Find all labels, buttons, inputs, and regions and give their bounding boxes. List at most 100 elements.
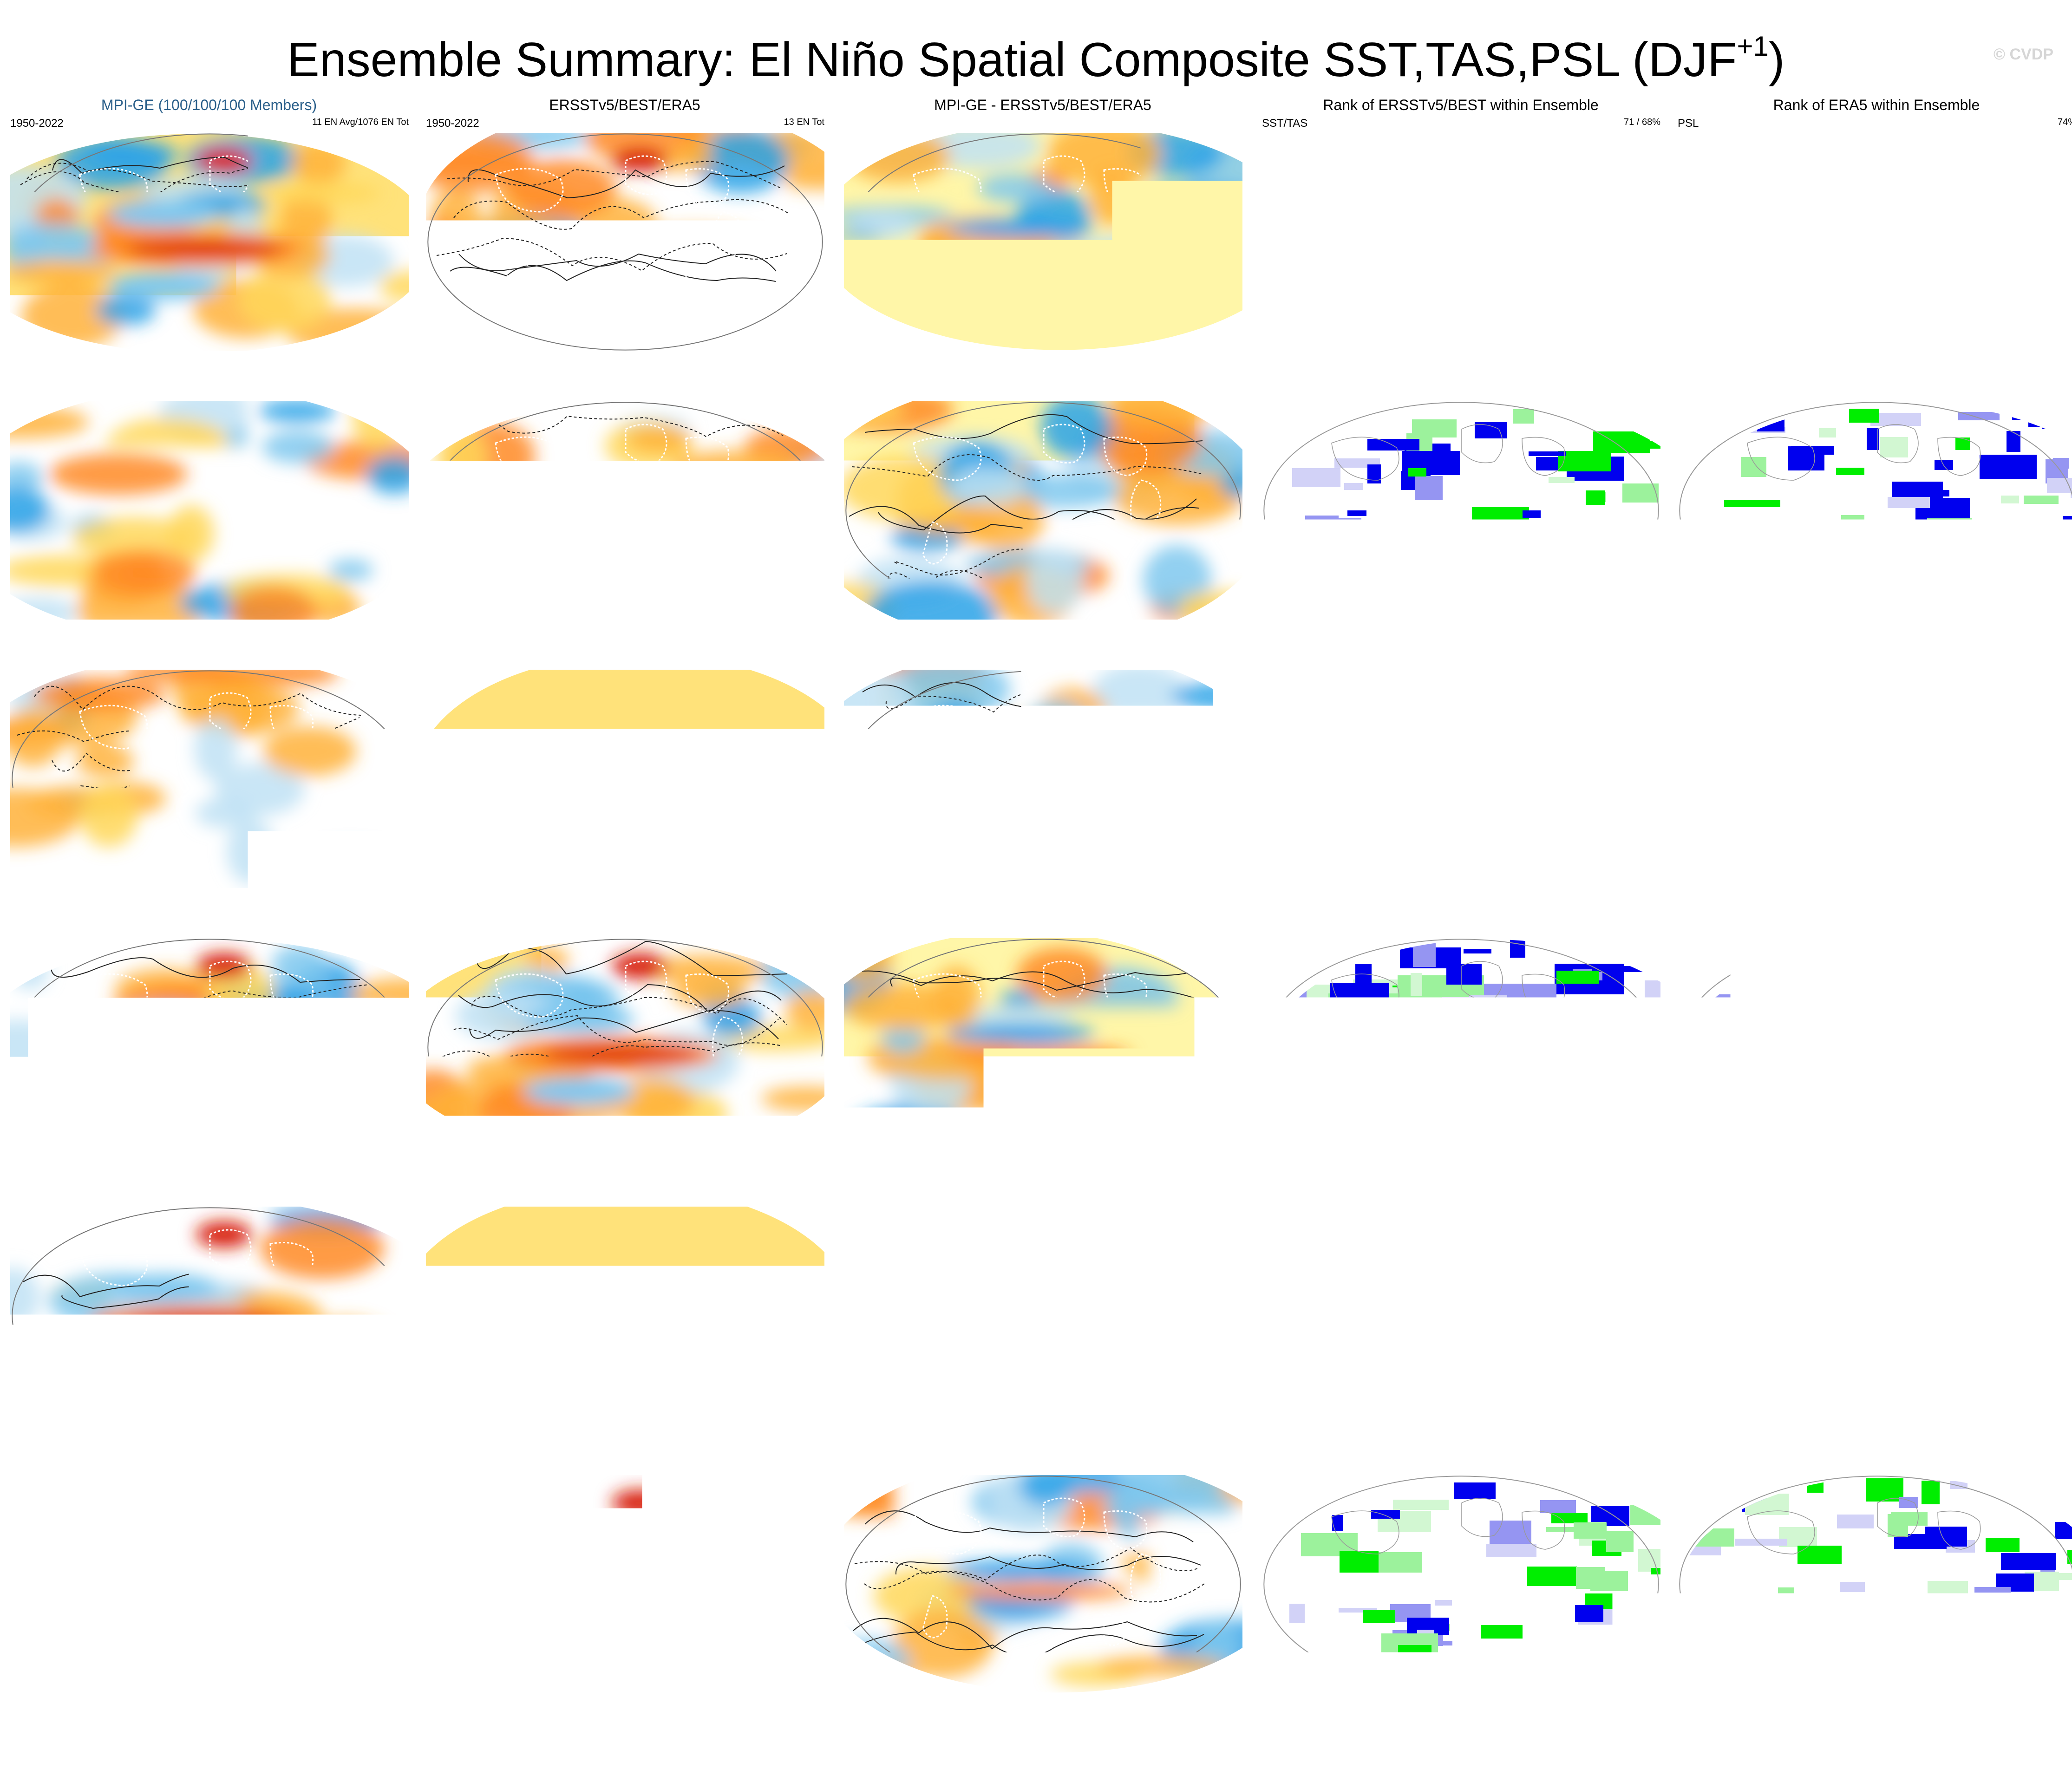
rank-cell-block [1721,145,1761,165]
colorbar-swatch [1149,1713,1171,1729]
rank-cell-block [1392,738,1410,757]
panel-obs: ERSSTv5/BEST/ERA5 1950-2022 13 EN Tot [420,633,829,901]
rank-cell-block [1693,534,1735,544]
colorbar-swatch [731,1713,753,1729]
map-model [10,401,409,620]
colorbar-swatch [708,1713,731,1729]
rank-cell-block [1575,1605,1603,1622]
panel-rank_sst: Rank of ERSSTv5/BEST within Ensemble SST/… [1256,902,1665,1169]
rank-cell-block [1435,1600,1452,1606]
colorbar-tick-label: 5 [1346,1732,1354,1750]
rank-cell-block [1648,1252,1660,1265]
rank-cell-block [1276,1071,1349,1089]
rank-cell-block [1654,281,1660,289]
panel-title: Rank of ERA5 within Ensemble [1672,902,2072,919]
rank-cell-block [1597,173,1619,191]
map-diff [844,401,1242,620]
rank-cell-block [1771,1306,1843,1317]
rank-cell-block [2001,1553,2056,1570]
rank-cell-block [1273,1691,1286,1693]
rank-cell-block [1645,980,1660,1006]
rank-cell-block [1921,1639,1953,1651]
rank-cell-block [1872,192,1901,203]
rank-cell-block [1830,983,1855,988]
rank-cell-block [1867,274,1881,294]
colorbar-swatch [972,1713,994,1729]
enso-tongue-core [542,776,700,796]
rank-cell-block [1778,795,1791,803]
rank-cell-block [1275,823,1311,844]
rank-cell-block [1732,962,1796,967]
anomaly-patch [328,560,373,581]
rank-cell-block [1724,202,1754,221]
enso-diff-cool-band [946,219,1095,237]
rank-cell-block [1689,815,1758,834]
panel-obs: ERSSTv5/BEST/ERA5 1950-2022 13 EN Tot [420,365,829,632]
rank-cell-block [1617,1277,1629,1298]
panel-model: MPI-GE (100/100/100 Members) 1950-2022 11 … [5,97,413,364]
rank-cell-block [1833,545,1843,567]
rank-cell-block [1699,1104,1735,1139]
rank-cell-block [1434,1088,1478,1094]
rank-cell-block [2022,1685,2069,1693]
colorbar-swatch [620,1713,642,1729]
rank-cell-block [2013,1335,2025,1340]
rank-cell-block [2057,248,2072,253]
rank-cell-block [1954,1606,1985,1619]
rank-cell-block [1630,1505,1660,1525]
rank-cell-block [1911,1091,1942,1099]
rank-cell-block [2015,1369,2055,1387]
panel-rank-percent: 46% [2058,922,2072,933]
rank-cell-block [2053,458,2069,469]
panel-title: MIROC-ES2L - ERSSTv5/BEST/ERA5 [838,902,1247,919]
panel-variable-label: SST/TAS [1262,1191,1307,1204]
panel-variable-label: PSL [1678,117,1699,130]
rank-cell-block [1635,684,1660,712]
rank-cell-block [1327,1231,1380,1257]
rank-cell-block [1865,1349,1875,1378]
anomaly-patch [262,431,334,464]
panel-title: ERSSTv5/BEST/ERA5 [420,633,829,651]
rank-cell-block [1746,1054,1823,1071]
colorbar-swatch [884,1713,906,1729]
rank-cell-block [1486,1544,1536,1557]
panel-title: MPI-GE-CMIP6 (30/30/30 Members) [5,365,413,382]
panel-period: 1950-2022 [426,922,479,935]
anomaly-patch [263,182,380,203]
rank-cell-block [1700,333,1742,341]
rank-cell-block [1383,1125,1467,1147]
rank-cell-block [1956,189,1972,195]
rank-cell-block [1587,1221,1652,1238]
anomaly-patch [1096,1656,1228,1677]
rank-cell-block [1885,831,1920,855]
colorbar-swatch [337,1713,359,1729]
rank-cell-block [1679,1208,1727,1233]
colorbar-tick-label: 10 [1377,1732,1394,1750]
rank-cell-block [1707,1374,1765,1394]
anomaly-patch [947,261,1022,281]
colorbar-units: C [1022,1750,1033,1767]
enso-tongue-core [126,776,284,796]
rank-cell-block [1974,278,1995,299]
rank-cell-block [1896,204,1933,223]
rank-cell-block [1947,179,1964,188]
rank-cell-block [1271,1145,1352,1156]
enso-diff-band [946,1046,1132,1063]
rank-cell-block [2067,321,2072,339]
rank-cell-block [1841,515,1864,525]
anomaly-patch [851,1583,898,1603]
panel-period: 1950-2022 [10,1459,64,1472]
colorbar-swatch [183,1713,205,1729]
colorbar-temp: -3 -1.5 -.5 0 .5 1.5 3 C [862,1713,1215,1769]
panel-title: MPI-GE - ERSSTv5/BEST/ERA5 [838,97,1247,114]
rank-cell-block [1428,332,1471,341]
panel-event-count: 11 EN Avg/337 EN Tot [317,385,409,396]
north-america-warm [612,148,667,174]
colorbar-tick-label: 95 [1969,1732,1986,1750]
rank-cell-block [1966,543,1998,554]
anomaly-patch [238,268,331,332]
colorbar-swatch [293,1713,315,1729]
panel-title: Rank of ERSSTv5/BEST within Ensemble [1256,1439,1665,1456]
anomaly-patch [1175,1529,1242,1555]
rank-cell-block [2040,1688,2072,1693]
